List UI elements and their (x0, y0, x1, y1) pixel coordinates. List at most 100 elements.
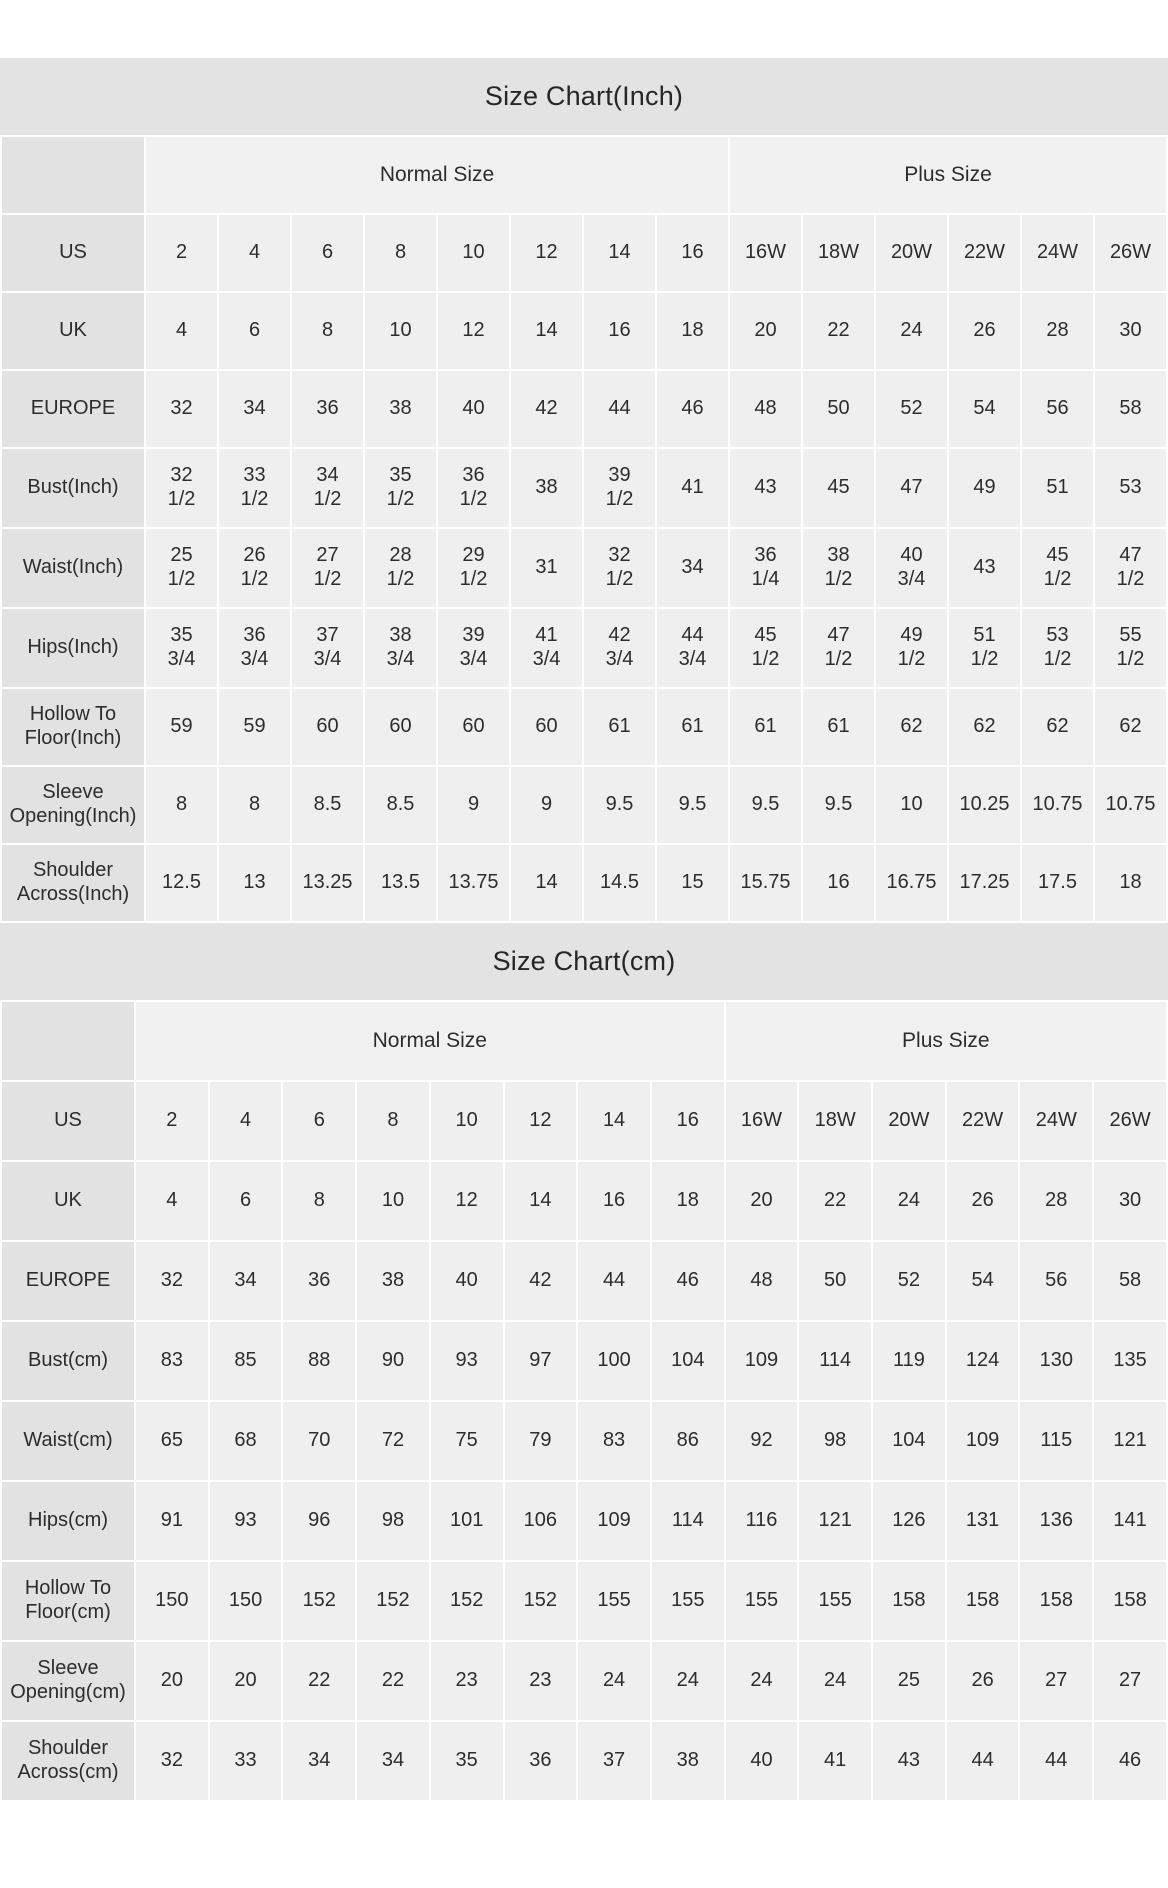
inch-cell: 8 (146, 767, 217, 843)
inch-cell: 61 (803, 689, 874, 765)
inch-cell-fraction: 1/2 (605, 488, 634, 510)
inch-cell-whole: 32 (608, 544, 631, 567)
cm-cell: 104 (873, 1402, 945, 1480)
inch-cell-fraction: 1/2 (1116, 648, 1145, 670)
inch-cell: 10.75 (1095, 767, 1166, 843)
cm-cell: 93 (209, 1482, 282, 1560)
cm-cell: 20 (209, 1642, 282, 1720)
inch-cell: 39 1/2 (584, 449, 655, 527)
cm-row-label: UK (2, 1162, 134, 1240)
cm-row-label: US (2, 1082, 134, 1160)
inch-cell-whole: 35 (389, 464, 412, 487)
inch-cell: 28 1/2 (365, 529, 436, 607)
inch-cell: 47 1/2 (803, 609, 874, 687)
cm-cell: 34 (283, 1722, 356, 1800)
inch-cell: 47 1/2 (1095, 529, 1166, 607)
inch-row: EUROPE 32 34 36 38 40 42 44 46 48 50 52 54 56 58 (2, 371, 1166, 447)
cm-cell: 124 (946, 1322, 1019, 1400)
inch-cell: 16W (730, 215, 801, 291)
inch-cell: 27 1/2 (292, 529, 363, 607)
inch-cell: 16 (584, 293, 655, 369)
inch-cell: 51 (1022, 449, 1093, 527)
cm-row: Hollow To Floor(cm) 150 150 152 152 152 152 155… (2, 1562, 1166, 1640)
cm-cell: 121 (1094, 1402, 1166, 1480)
cm-cell: 44 (1020, 1722, 1093, 1800)
inch-cell: 40 3/4 (876, 529, 947, 607)
cm-cell: 121 (799, 1482, 872, 1560)
cm-cell: 72 (357, 1402, 429, 1480)
inch-cell-whole: 38 (389, 624, 412, 647)
cm-cell: 90 (357, 1322, 429, 1400)
inch-cell: 51 1/2 (949, 609, 1020, 687)
cm-cell: 20 (725, 1162, 798, 1240)
cm-cell: 83 (578, 1402, 650, 1480)
inch-cell-whole: 25 (170, 544, 193, 567)
inch-cell-fraction: 1/2 (970, 648, 999, 670)
inch-cell-whole: 29 (462, 544, 485, 567)
inch-cell-whole: 45 (754, 624, 777, 647)
cm-row: Sleeve Opening(cm) 20 20 22 22 23 23 24 24 24 24 25… (2, 1642, 1166, 1720)
cm-cell: 40 (725, 1722, 798, 1800)
inch-cell: 10.25 (949, 767, 1020, 843)
cm-cell: 100 (578, 1322, 650, 1400)
top-spacer (0, 0, 1168, 58)
cm-cell: 83 (136, 1322, 208, 1400)
cm-corner-cell (2, 1002, 134, 1080)
inch-cell: 24 (876, 293, 947, 369)
inch-cell: 38 (511, 449, 582, 527)
cm-cell: 92 (725, 1402, 798, 1480)
inch-cell-fraction: 1/2 (240, 488, 269, 510)
cm-cell: 56 (1020, 1242, 1093, 1320)
inch-cell: 59 (146, 689, 217, 765)
cm-cell: 26W (1094, 1082, 1166, 1160)
inch-cell: 62 (949, 689, 1020, 765)
inch-cell: 53 1/2 (1022, 609, 1093, 687)
inch-cell: 61 (584, 689, 655, 765)
inch-cell-whole: 40 (900, 544, 923, 567)
cm-row: Shoulder Across(cm) 32 33 34 34 35 36 37 38 40 41 4… (2, 1722, 1166, 1800)
inch-cell-fraction: 1/2 (1043, 648, 1072, 670)
cm-cell: 6 (209, 1162, 282, 1240)
cm-cell: 152 (283, 1562, 356, 1640)
cm-cell: 98 (357, 1482, 429, 1560)
cm-cell: 34 (209, 1242, 282, 1320)
inch-cell-fraction: 3/4 (240, 648, 269, 670)
cm-cell: 86 (651, 1402, 724, 1480)
inch-row-label: Sleeve Opening(Inch) (2, 767, 144, 843)
inch-cell-whole: 42 (608, 624, 631, 647)
cm-cell: 40 (430, 1242, 503, 1320)
cm-cell: 4 (136, 1162, 208, 1240)
cm-cell: 119 (873, 1322, 945, 1400)
inch-cell: 45 1/2 (730, 609, 801, 687)
inch-cell: 61 (730, 689, 801, 765)
inch-cell-whole: 34 (316, 464, 339, 487)
cm-cell: 6 (283, 1082, 356, 1160)
cm-cell: 22 (799, 1162, 872, 1240)
inch-cell: 59 (219, 689, 290, 765)
inch-cell: 16 (657, 215, 728, 291)
inch-cell-whole: 36 (462, 464, 485, 487)
inch-row: UK 4 6 8 10 12 14 16 18 20 22 24 26 28 30 (2, 293, 1166, 369)
cm-cell: 22W (946, 1082, 1019, 1160)
cm-cell: 38 (357, 1242, 429, 1320)
cm-cell: 46 (1094, 1722, 1166, 1800)
cm-row: Hips(cm) 91 93 96 98 101 106 109 114 116 121 126 131… (2, 1482, 1166, 1560)
cm-cell: 36 (504, 1722, 577, 1800)
inch-cell: 15.75 (730, 845, 801, 921)
cm-cell: 27 (1094, 1642, 1166, 1720)
size-chart-cm-title: Size Chart(cm) (0, 923, 1168, 1000)
cm-cell: 42 (504, 1242, 577, 1320)
inch-cell: 34 1/2 (292, 449, 363, 527)
inch-cell: 40 (438, 371, 509, 447)
inch-cell: 32 (146, 371, 217, 447)
cm-cell: 68 (209, 1402, 282, 1480)
cm-cell: 10 (357, 1162, 429, 1240)
inch-cell: 38 (365, 371, 436, 447)
inch-cell: 20 (730, 293, 801, 369)
cm-cell: 106 (504, 1482, 577, 1560)
cm-cell: 50 (799, 1242, 872, 1320)
inch-cell-whole: 41 (535, 624, 558, 647)
cm-row: UK 4 6 8 10 12 14 16 18 20 22 24 26 28 30 (2, 1162, 1166, 1240)
inch-cell-whole: 49 (900, 624, 923, 647)
cm-cell: 44 (578, 1242, 650, 1320)
